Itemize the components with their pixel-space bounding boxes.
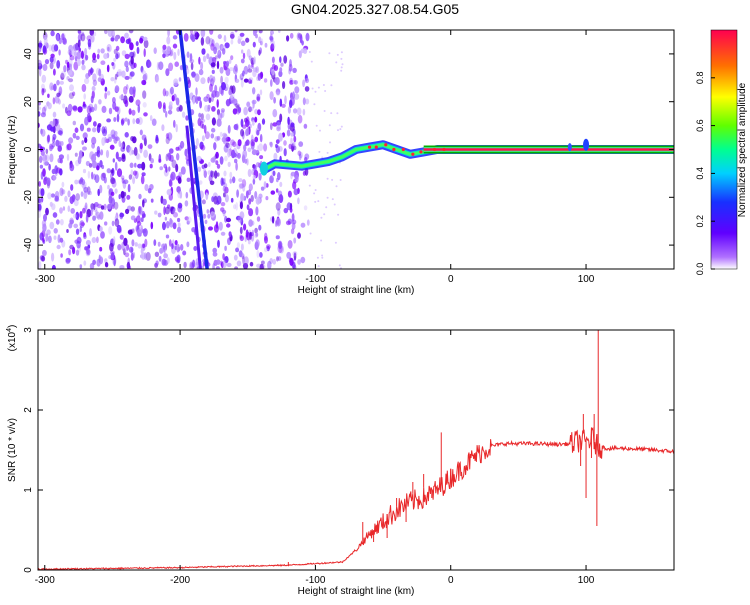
colorbar-tick-label: 0.4	[695, 167, 705, 180]
snr-series-layer	[38, 330, 674, 570]
signal-hot-spot	[442, 147, 446, 152]
signal-hot-spot	[432, 147, 437, 152]
colorbar-tick-label: 0.2	[695, 215, 705, 228]
signal-hot-spot	[419, 150, 423, 154]
heatmap-y-tick-label: 0	[23, 146, 34, 152]
signal-blip	[567, 143, 572, 152]
colorbar-tick-label: 0.8	[695, 72, 705, 85]
snr-xlabel: Height of straight line (km)	[298, 586, 415, 597]
snr-x-tick-label: -200	[170, 575, 190, 586]
signal-hot-spot	[392, 147, 396, 152]
figure-title: GN04.2025.327.08.54.G05	[290, 1, 460, 17]
colorbar-tick-label: 0.0	[695, 263, 705, 276]
heatmap-x-tick-label: -100	[305, 274, 325, 285]
colorbar-tick-label: 0.6	[695, 119, 705, 132]
signal-hot-spot	[367, 145, 372, 149]
heatmap-noise-layer	[38, 30, 344, 269]
snr-x-tick-label: -300	[35, 575, 55, 586]
heatmap-xlabel: Height of straight line (km)	[298, 285, 415, 296]
heatmap-y-tick-label: 40	[23, 48, 34, 60]
heatmap-signal-layer	[178, 30, 674, 269]
snr-y-tick-label: 3	[23, 327, 34, 333]
snr-ylabel: SNR (10 * v/v)	[7, 418, 18, 482]
signal-hot-spot	[411, 152, 415, 156]
colorbar	[710, 29, 738, 270]
colorbar-label: Normalized spectral amplitude	[737, 82, 748, 217]
snr-y-tick-label: 2	[23, 407, 34, 413]
snr-axes: -300 -200 -100 0 100 0 1 2 3	[23, 327, 674, 586]
snr-x-tick-label: 100	[578, 575, 595, 586]
carrier-band-core	[423, 148, 674, 151]
satellite-trace-2	[185, 125, 202, 269]
heatmap-x-tick-label: -300	[35, 274, 55, 285]
signal-blip	[583, 138, 590, 151]
signal-hot-spot	[401, 147, 405, 152]
signal-blip	[259, 161, 268, 176]
snr-y-tick-label: 1	[23, 487, 34, 493]
heatmap-ylabel: Frequency (Hz)	[7, 116, 18, 185]
colorbar-axes: 0.0 0.2 0.4 0.6 0.8	[695, 72, 715, 276]
signal-hot-spot	[384, 143, 388, 147]
snr-x-tick-label: 0	[448, 575, 454, 586]
satellite-trace-1	[178, 30, 209, 269]
snr-line	[38, 427, 674, 570]
heatmap-x-tick-label: 0	[448, 274, 454, 285]
snr-y-tick-label: 0	[23, 567, 34, 573]
heatmap-y-tick-label: -40	[23, 237, 34, 252]
heatmap-y-tick-label: -20	[23, 190, 34, 205]
heatmap-y-tick-label: 20	[23, 96, 34, 108]
snr-x-tick-label: -100	[305, 575, 325, 586]
heatmap-x-tick-label: 100	[578, 274, 595, 285]
signal-hot-spot	[374, 145, 378, 149]
snr-frame	[37, 329, 675, 571]
heatmap-x-tick-label: -200	[170, 274, 190, 285]
snr-multiplier: (x104)	[6, 325, 18, 352]
